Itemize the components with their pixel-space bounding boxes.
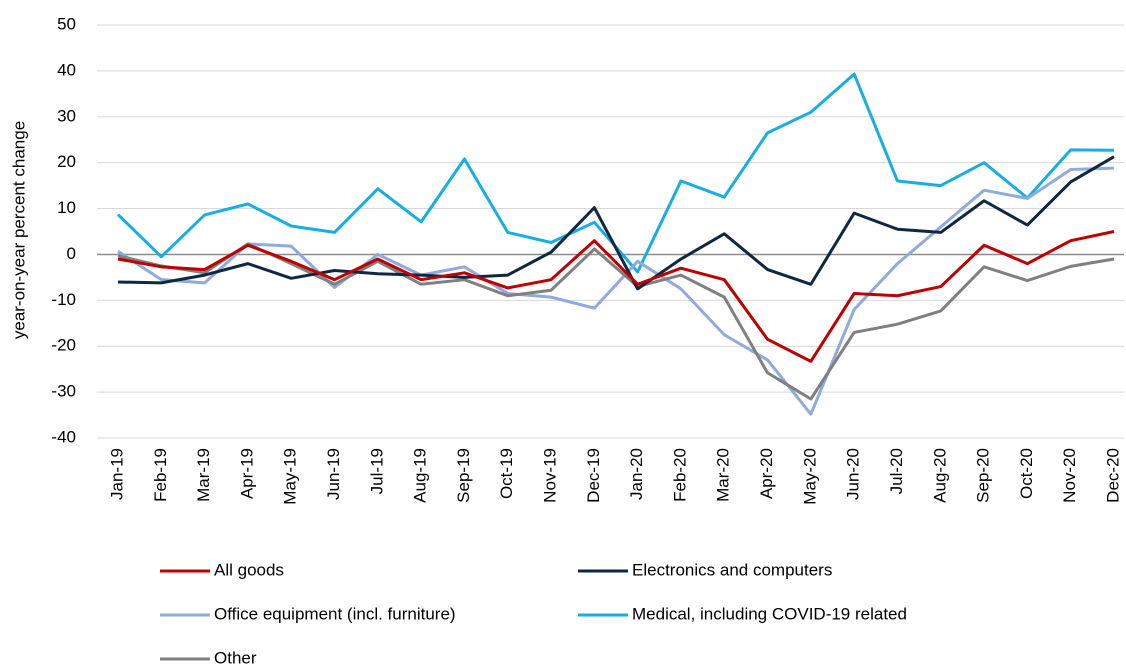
y-tick-label: 0 <box>67 244 76 263</box>
legend-label: Medical, including COVID-19 related <box>632 604 907 623</box>
x-tick-label: Jan-20 <box>627 448 646 500</box>
x-tick-label: Mar-19 <box>194 448 213 502</box>
y-axis-label: year-on-year percent change <box>9 121 28 339</box>
legend-label: Electronics and computers <box>632 560 832 579</box>
x-tick-label: Jul-20 <box>887 448 906 494</box>
x-tick-label: Dec-19 <box>584 448 603 503</box>
series-line <box>116 72 1115 274</box>
series-line <box>117 155 1115 291</box>
x-tick-label: Aug-20 <box>930 448 949 503</box>
legend-label: Other <box>214 648 257 666</box>
x-tick-label: Oct-19 <box>497 448 516 499</box>
y-tick-label: 40 <box>57 60 76 79</box>
x-tick-label: Mar-20 <box>714 448 733 502</box>
legend-label: All goods <box>214 560 284 579</box>
y-tick-label: -10 <box>51 290 76 309</box>
x-tick-label: Jun-20 <box>844 448 863 500</box>
x-tick-label: Sep-20 <box>974 448 993 503</box>
x-tick-label: Aug-19 <box>411 448 430 503</box>
x-tick-label: Jan-19 <box>107 448 126 500</box>
x-tick-label: Apr-20 <box>757 448 776 499</box>
y-tick-label: 50 <box>57 14 76 33</box>
y-tick-label: 30 <box>57 106 76 125</box>
y-tick-label: -40 <box>51 427 76 446</box>
series-line <box>117 242 1115 401</box>
series-line <box>117 166 1115 416</box>
y-tick-label: -20 <box>51 336 76 355</box>
x-tick-label: Jul-19 <box>367 448 386 494</box>
series-line <box>117 230 1115 363</box>
x-tick-label: Feb-20 <box>670 448 689 502</box>
x-tick-label: May-20 <box>800 448 819 505</box>
legend-label: Office equipment (incl. furniture) <box>214 604 456 623</box>
x-tick-label: Dec-20 <box>1103 448 1122 503</box>
x-tick-label: May-19 <box>281 448 300 505</box>
x-tick-label: Sep-19 <box>454 448 473 503</box>
x-tick-label: Feb-19 <box>151 448 170 502</box>
y-tick-label: -30 <box>51 382 76 401</box>
x-tick-label: Nov-20 <box>1060 448 1079 503</box>
x-tick-label: Jun-19 <box>324 448 343 500</box>
x-tick-label: Apr-19 <box>237 448 256 499</box>
x-tick-label: Oct-20 <box>1017 448 1036 499</box>
y-tick-label: 10 <box>57 198 76 217</box>
y-tick-label: 20 <box>57 152 76 171</box>
x-tick-label: Nov-19 <box>541 448 560 503</box>
